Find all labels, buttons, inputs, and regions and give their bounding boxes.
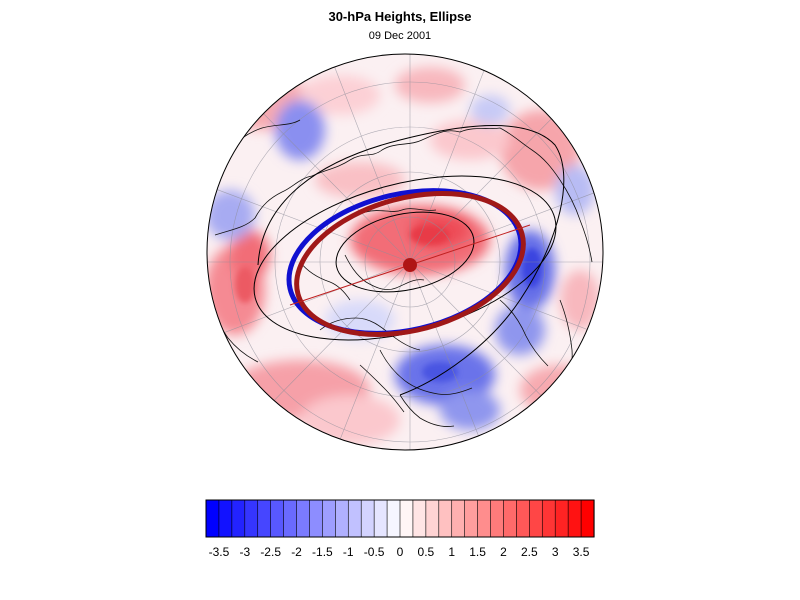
colorbar-tick-label: -3.5 — [209, 545, 230, 559]
colorbar-cell — [399, 499, 414, 538]
colorbar-cell — [309, 499, 324, 538]
colorbar-cell — [580, 499, 595, 538]
colorbar-labels: -3.5 -3 -2.5 -2 -1.5 -1 -0.5 0 0.5 1 1.5 2 2.5 3 3.5 — [209, 545, 590, 559]
colorbar-cell — [231, 499, 246, 538]
colorbar-cell — [477, 499, 492, 538]
colorbar-tick-label: -1 — [343, 545, 354, 559]
colorbar-cell — [386, 499, 401, 538]
colorbar-tick-label: 3 — [552, 545, 559, 559]
colorbar-cell — [218, 499, 233, 538]
coastlines — [207, 119, 593, 427]
colorbar-cell — [360, 499, 375, 538]
colorbar-tick-label: -2.5 — [260, 545, 281, 559]
colorbar-tick-label: 0 — [397, 545, 404, 559]
colorbar-cell — [451, 499, 466, 538]
colorbar-cell — [270, 499, 285, 538]
colorbar-cell — [490, 499, 505, 538]
colorbar-cells — [205, 499, 595, 538]
colorbar-cell — [503, 499, 518, 538]
anomaly-field — [207, 54, 603, 450]
colorbar-cell — [529, 499, 543, 538]
colorbar-cell — [322, 499, 336, 538]
colorbar-cell — [244, 499, 259, 538]
colorbar-cell — [205, 499, 220, 538]
colorbar-cell — [257, 499, 272, 538]
map-boundary — [206, 53, 604, 451]
colorbar-tick-label: -3 — [239, 545, 250, 559]
map-date: 09 Dec 2001 — [368, 30, 432, 42]
colorbar-cell — [373, 499, 388, 538]
colorbar-cell — [567, 499, 582, 538]
colorbar-cell — [283, 499, 298, 538]
colorbar-cell — [296, 499, 311, 538]
colorbar-cell — [412, 499, 427, 538]
colorbar-tick-label: 2 — [500, 545, 507, 559]
colorbar-tick-label: 1 — [448, 545, 455, 559]
colorbar-tick-label: 2.5 — [521, 545, 538, 559]
colorbar-cell — [464, 499, 479, 538]
ellipse-fit-red — [294, 191, 526, 337]
colorbar-frame — [205, 499, 595, 538]
colorbar-tick-label: 0.5 — [418, 545, 435, 559]
colorbar-cell — [554, 499, 569, 538]
colorbar-cell — [425, 499, 440, 538]
colorbar-tick-label: 3.5 — [573, 545, 590, 559]
colorbar-cell — [541, 499, 556, 538]
colorbar-tick-label: -0.5 — [364, 545, 385, 559]
colorbar-tick-label: 1.5 — [469, 545, 486, 559]
colorbar-cell — [347, 499, 362, 538]
map-title: 30-hPa Heights, Ellipse — [328, 9, 472, 24]
polar-map — [206, 53, 604, 451]
colorbar-cell — [438, 499, 453, 538]
colorbar-tick-label: -1.5 — [312, 545, 333, 559]
colorbar-cell — [335, 499, 349, 538]
ellipse-center-marker — [403, 258, 417, 272]
colorbar-cell — [516, 499, 530, 538]
colorbar-tick-label: -2 — [291, 545, 302, 559]
